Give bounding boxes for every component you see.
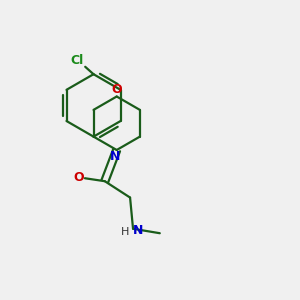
Text: Cl: Cl xyxy=(70,54,84,67)
Text: O: O xyxy=(73,171,84,184)
Text: H: H xyxy=(121,227,129,237)
Text: N: N xyxy=(133,224,144,237)
Text: O: O xyxy=(111,83,122,97)
Text: N: N xyxy=(110,150,120,163)
